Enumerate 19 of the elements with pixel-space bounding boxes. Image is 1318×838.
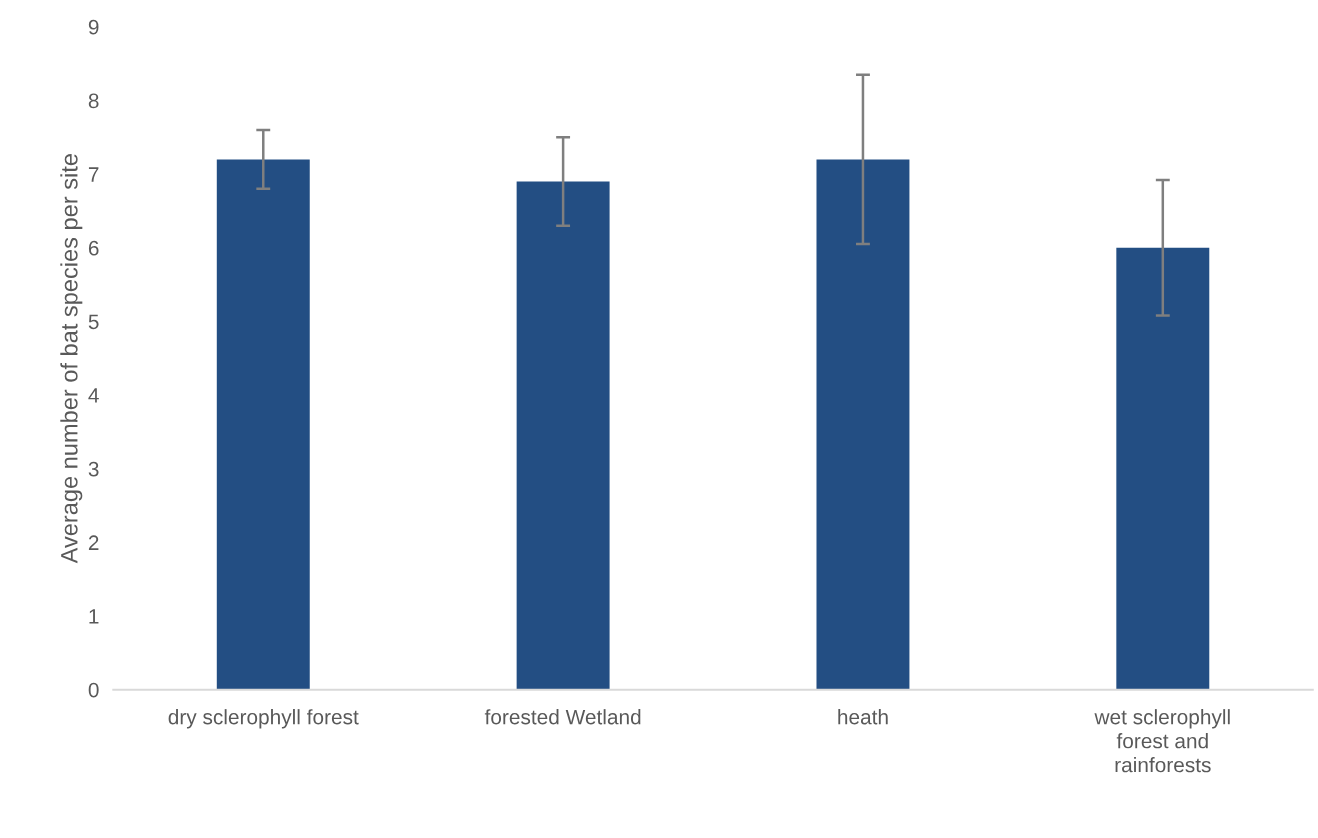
y-tick-label: 8 [88, 93, 99, 109]
bar [516, 181, 610, 690]
y-tick-label: 0 [88, 682, 99, 698]
y-tick-label: 9 [88, 19, 99, 35]
x-tick-label: heath [838, 709, 888, 725]
x-tick-label: dry sclerophyll forest [168, 709, 359, 729]
x-tick-label: wet sclerophyll forest and rainforests [1094, 709, 1230, 773]
y-tick-label: 3 [88, 461, 99, 477]
bar [216, 159, 310, 690]
y-axis-title: Average number of bat species per site [60, 154, 83, 564]
y-tick-label: 4 [88, 388, 99, 403]
y-tick-label: 2 [88, 535, 99, 550]
y-tick-label: 7 [88, 167, 99, 182]
bar [1116, 247, 1210, 690]
y-tick-label: 1 [89, 609, 99, 624]
x-tick-label: forested Wetland [484, 709, 641, 725]
y-tick-label: 5 [88, 314, 99, 330]
y-tick-label: 6 [88, 240, 99, 256]
bar [816, 159, 910, 690]
